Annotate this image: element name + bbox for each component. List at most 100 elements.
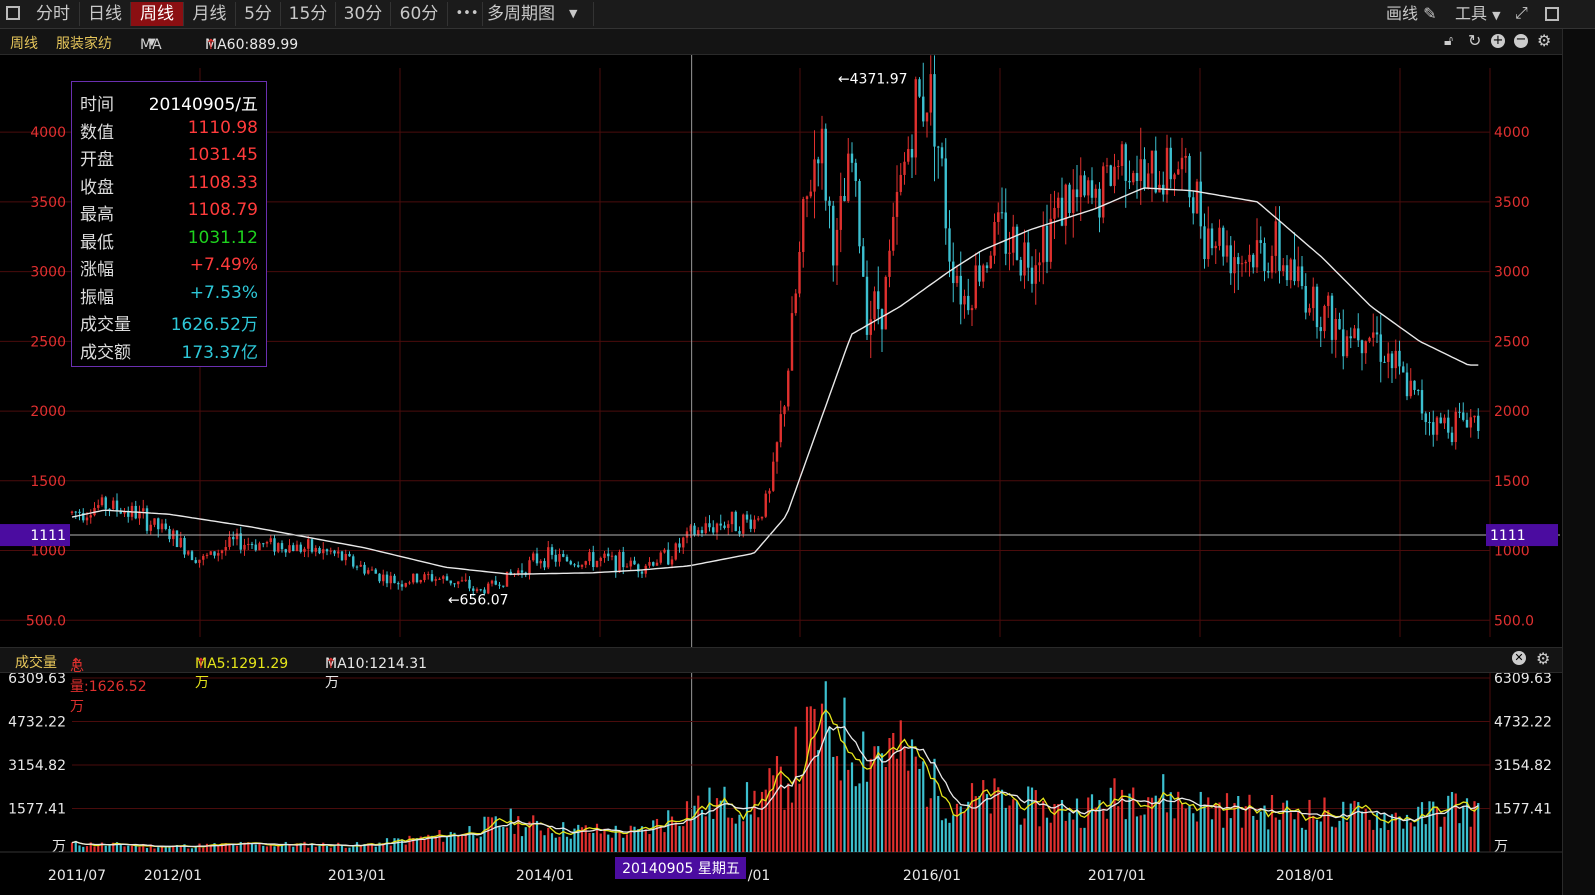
volume-bar xyxy=(1263,805,1266,852)
volume-bar xyxy=(280,844,284,852)
gear-icon[interactable]: ⚙ xyxy=(1536,649,1551,668)
chevron-down-icon: ▼ xyxy=(569,7,578,20)
more-periods-button[interactable]: ••• xyxy=(452,2,483,26)
volume-bar xyxy=(775,756,779,852)
zoom-in-icon[interactable]: + xyxy=(1491,33,1505,48)
volume-bar xyxy=(1207,797,1210,852)
volume-bar xyxy=(78,845,81,852)
volume-bar xyxy=(1300,827,1304,852)
lock-icon[interactable]: 🔓︎ xyxy=(1444,33,1454,49)
candle-body xyxy=(712,527,715,533)
close-icon[interactable]: ✕ xyxy=(1512,651,1526,665)
volume-bar xyxy=(194,846,197,852)
candle-body xyxy=(479,589,482,591)
volume-bar xyxy=(1102,810,1105,852)
candle-body xyxy=(250,543,254,545)
tab-4[interactable]: 5分 xyxy=(236,2,281,26)
volume-bar xyxy=(1360,811,1364,852)
volume-bar xyxy=(475,838,479,852)
candle-body xyxy=(1390,353,1394,369)
volume-bar xyxy=(1447,795,1450,852)
candle-body xyxy=(603,553,606,558)
volume-bar xyxy=(472,834,475,852)
candle-body xyxy=(929,74,932,113)
candle-body xyxy=(213,551,216,556)
volume-bar xyxy=(1473,801,1476,852)
volume-bar xyxy=(685,801,689,852)
volume-bar xyxy=(903,747,906,852)
candle-body xyxy=(520,570,524,573)
volume-bar xyxy=(479,836,482,852)
candle-body xyxy=(1357,328,1360,341)
candle-body xyxy=(640,571,644,574)
candle-body xyxy=(168,529,171,540)
candle-body xyxy=(618,551,621,573)
multi-period-chart-button[interactable]: 多周期图 ▼ xyxy=(483,2,594,26)
window-icon[interactable] xyxy=(1545,7,1559,21)
volume-bar xyxy=(1319,821,1322,852)
candle-body xyxy=(1300,266,1304,287)
fullscreen-icon[interactable]: ⤢ xyxy=(1515,3,1528,22)
tab-5[interactable]: 15分 xyxy=(281,2,336,26)
gear-icon[interactable]: ⚙ xyxy=(1537,31,1552,50)
tab-6[interactable]: 30分 xyxy=(336,2,391,26)
candle-body xyxy=(1293,259,1296,282)
volume-bar xyxy=(727,817,730,852)
volume-bar xyxy=(764,789,767,852)
zoom-out-icon[interactable]: − xyxy=(1514,32,1528,48)
candle-body xyxy=(1252,254,1255,268)
arrow-up-icon: ↑ xyxy=(325,656,337,672)
candle-body xyxy=(1214,245,1217,249)
volume-bar xyxy=(854,786,857,852)
volume-bar xyxy=(250,843,254,852)
volume-bar xyxy=(423,838,426,852)
kline-chart[interactable]: 500.0 500.0 1000 1000 1500 1500 2000 2000 2500 25… xyxy=(0,55,1562,895)
candle-body xyxy=(1057,197,1060,208)
candle-body xyxy=(622,551,625,568)
draw-line-button[interactable]: 画线 ✎ xyxy=(1386,2,1437,26)
volume-bar xyxy=(370,844,374,852)
candle-body xyxy=(1068,184,1071,214)
tab-0[interactable]: 分时 xyxy=(27,2,80,26)
candle-body xyxy=(899,174,902,192)
tab-2[interactable]: 周线 xyxy=(131,2,184,26)
volume-bar xyxy=(430,835,434,852)
candle-body xyxy=(599,557,602,561)
volume-bar xyxy=(1477,803,1480,852)
candle-body xyxy=(817,159,820,164)
refresh-icon[interactable]: ↻ xyxy=(1468,31,1482,50)
right-scrollbar[interactable] xyxy=(1562,29,1595,895)
candle-body xyxy=(382,574,385,582)
volume-bar xyxy=(933,758,936,852)
x-axis-tick: 2016/01 xyxy=(903,868,961,884)
volume-total-label: 总量:1626.52万 xyxy=(70,659,147,715)
tools-button[interactable]: 工具 ▼ xyxy=(1455,2,1501,26)
tab-1[interactable]: 日线 xyxy=(80,2,131,26)
volume-bar xyxy=(1105,818,1109,852)
tab-3[interactable]: 月线 xyxy=(184,2,236,26)
volume-bar xyxy=(1428,801,1431,852)
candle-body xyxy=(880,309,884,330)
tooltip-key: 数值 xyxy=(80,122,114,143)
volume-bar xyxy=(1027,786,1030,852)
volume-bar xyxy=(532,815,535,852)
candle-body xyxy=(1278,221,1281,271)
candle-body xyxy=(547,547,550,568)
security-name: 服装家纺 xyxy=(56,36,112,52)
ma60-line xyxy=(71,187,1479,575)
volume-bar xyxy=(183,844,186,852)
tab-7[interactable]: 60分 xyxy=(391,2,448,26)
volume-bar xyxy=(340,844,344,852)
candle-body xyxy=(1447,417,1450,433)
x-axis-tick: 2011/07 xyxy=(48,868,106,884)
panel-toggle-icon[interactable] xyxy=(6,6,20,20)
candle-body xyxy=(873,291,876,320)
volume-bar xyxy=(85,846,89,852)
volume-bar xyxy=(787,783,790,852)
volume-bar xyxy=(438,830,441,852)
candle-body xyxy=(1477,415,1480,431)
candle-body xyxy=(258,543,261,551)
tooltip-value: +7.49% xyxy=(189,255,258,275)
candle-body xyxy=(1297,266,1300,282)
candle-body xyxy=(550,547,554,555)
